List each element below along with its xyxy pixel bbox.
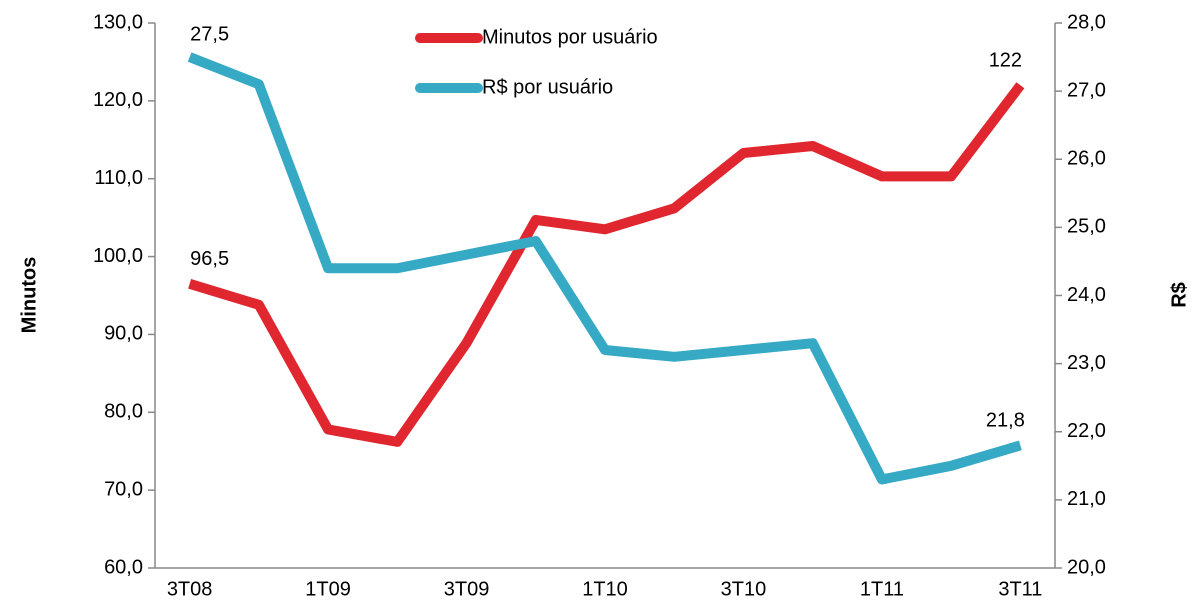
series-line [188, 82, 1025, 447]
x-tick-label: 3T08 [167, 578, 213, 600]
y2-tick-label: 25,0 [1067, 216, 1106, 238]
y2-tick-label: 26,0 [1067, 148, 1106, 170]
x-tick-label: 3T10 [721, 578, 767, 600]
x-tick-label: 3T11 [998, 578, 1042, 600]
y2-tick-label: 28,0 [1067, 11, 1106, 33]
y2-tick-label: 24,0 [1067, 284, 1106, 306]
y2-tick-label: 21,0 [1067, 488, 1106, 510]
x-tick-label: 1T11 [860, 578, 904, 600]
data-label: 27,5 [190, 23, 229, 45]
y2-tick-label: 27,0 [1067, 79, 1106, 101]
y2-tick-label: 20,0 [1067, 556, 1106, 578]
y-tick-label: 60,0 [104, 556, 143, 578]
y-tick-label: 110,0 [94, 167, 143, 189]
x-tick-label: 1T10 [582, 578, 628, 600]
data-label: 96,5 [190, 248, 229, 270]
legend-label: Minutos por usuário [482, 26, 658, 48]
y-tick-label: 90,0 [104, 323, 143, 345]
data-label: 21,8 [986, 410, 1025, 432]
data-label: 122 [989, 50, 1022, 72]
y2-tick-label: 22,0 [1067, 420, 1106, 442]
y2-axis-title: R$ [1168, 282, 1190, 308]
y-axis-title: Minutos [18, 257, 40, 334]
x-tick-label: 1T09 [305, 578, 351, 600]
y-tick-label: 70,0 [104, 478, 143, 500]
series-line [187, 52, 1022, 485]
y-tick-label: 100,0 [93, 245, 143, 267]
y-tick-label: 130,0 [93, 11, 143, 33]
legend-label: R$ por usuário [482, 76, 613, 98]
y-tick-label: 80,0 [104, 401, 143, 423]
y2-tick-label: 23,0 [1067, 352, 1106, 374]
x-tick-label: 3T09 [444, 578, 490, 600]
y-tick-label: 120,0 [93, 89, 143, 111]
